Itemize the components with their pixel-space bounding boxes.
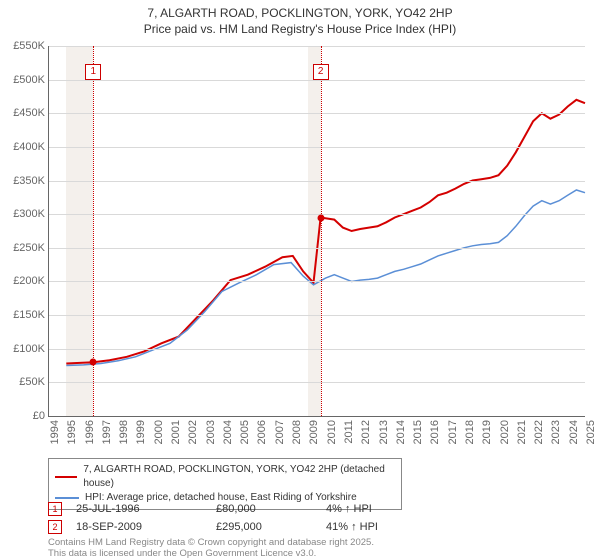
y-gridline [49, 349, 585, 350]
legend-swatch-subject [55, 476, 77, 478]
legend-row-subject: 7, ALGARTH ROAD, POCKLINGTON, YORK, YO42… [55, 463, 395, 491]
y-axis-label: £350K [1, 175, 45, 187]
sale-table-row: 1 25-JUL-1996£80,0004% ↑ HPI [48, 500, 436, 518]
sale-table-row: 2 18-SEP-2009£295,00041% ↑ HPI [48, 518, 436, 536]
sale-price-table: 1 25-JUL-1996£80,0004% ↑ HPI 2 18-SEP-2009£… [48, 500, 436, 536]
y-gridline [49, 46, 585, 47]
y-gridline [49, 248, 585, 249]
chart-svg [49, 46, 585, 416]
y-gridline [49, 181, 585, 182]
sale-date: 18-SEP-2009 [76, 521, 216, 533]
sale-point [90, 359, 97, 366]
y-axis-label: £0 [1, 410, 45, 422]
sale-table-marker: 2 [48, 520, 62, 534]
y-axis-label: £250K [1, 242, 45, 254]
y-axis-label: £50K [1, 376, 45, 388]
y-axis-label: £400K [1, 141, 45, 153]
sale-vs-hpi: 4% ↑ HPI [326, 503, 436, 515]
y-axis-label: £550K [1, 40, 45, 52]
sale-price: £295,000 [216, 521, 326, 533]
sale-marker-badge: 2 [313, 64, 329, 80]
chart-title: 7, ALGARTH ROAD, POCKLINGTON, YORK, YO42… [0, 0, 600, 37]
y-axis-label: £500K [1, 74, 45, 86]
y-axis-label: £200K [1, 275, 45, 287]
title-line-1: 7, ALGARTH ROAD, POCKLINGTON, YORK, YO42… [0, 6, 600, 22]
sale-table-marker: 1 [48, 502, 62, 516]
series-line-hpi [66, 190, 585, 366]
sale-point [317, 214, 324, 221]
y-gridline [49, 315, 585, 316]
series-line-subject [66, 100, 585, 364]
y-gridline [49, 147, 585, 148]
y-gridline [49, 281, 585, 282]
copyright-footnote: Contains HM Land Registry data © Crown c… [48, 538, 374, 560]
sale-price: £80,000 [216, 503, 326, 515]
footnote-line-2: This data is licensed under the Open Gov… [48, 549, 374, 560]
sale-vs-hpi: 41% ↑ HPI [326, 521, 436, 533]
sale-date: 25-JUL-1996 [76, 503, 216, 515]
y-axis-label: £450K [1, 107, 45, 119]
y-axis-label: £150K [1, 309, 45, 321]
chart-plot-area: £0£50K£100K£150K£200K£250K£300K£350K£400… [48, 46, 585, 417]
y-axis-label: £100K [1, 343, 45, 355]
sale-marker-line [321, 46, 322, 416]
y-axis-label: £300K [1, 208, 45, 220]
y-gridline [49, 113, 585, 114]
legend-swatch-hpi [55, 497, 79, 499]
y-gridline [49, 382, 585, 383]
sale-marker-badge: 1 [85, 64, 101, 80]
legend-label-subject: 7, ALGARTH ROAD, POCKLINGTON, YORK, YO42… [83, 463, 395, 491]
title-line-2: Price paid vs. HM Land Registry's House … [0, 22, 600, 38]
